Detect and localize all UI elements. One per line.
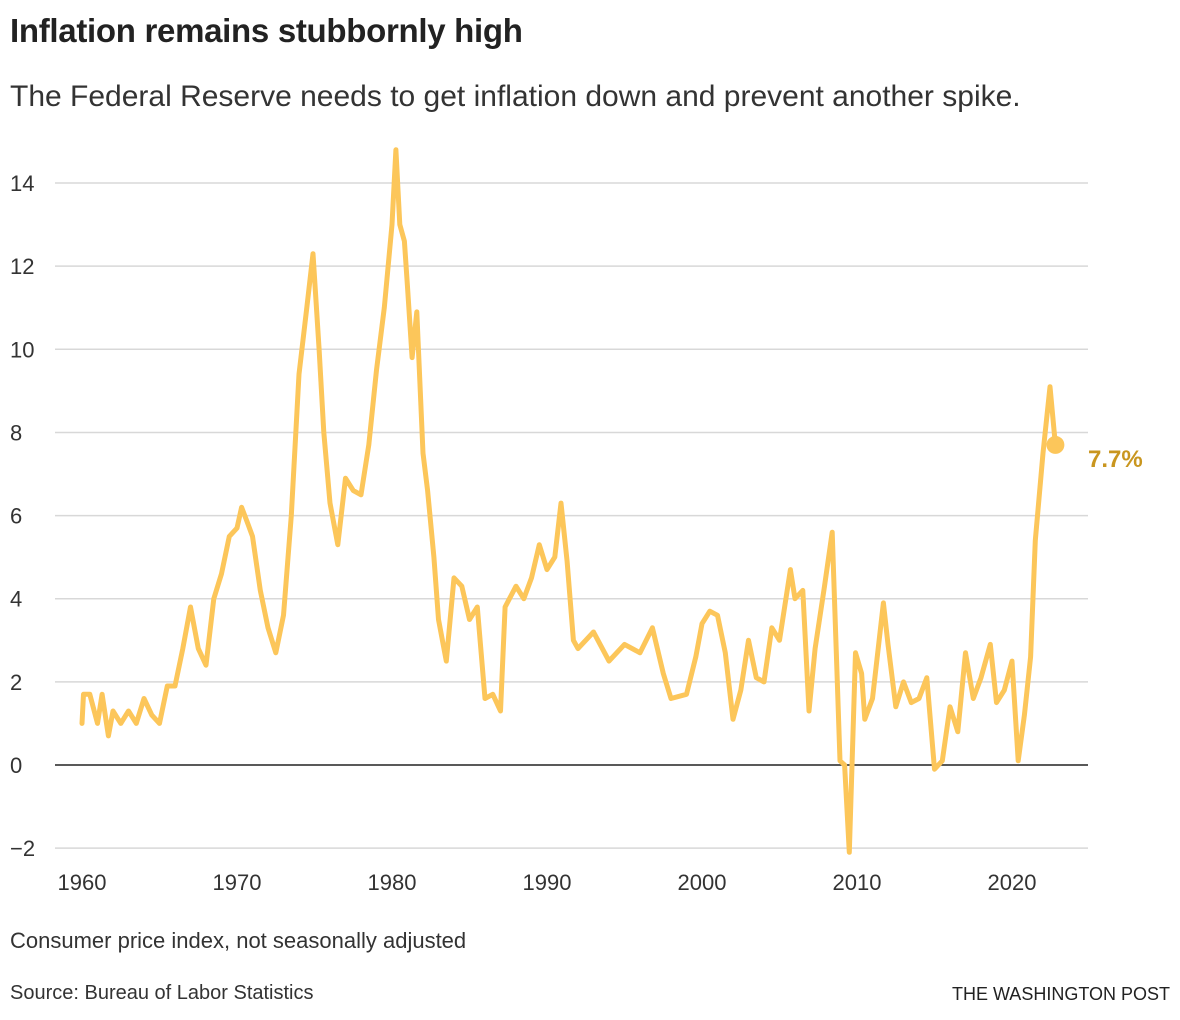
x-tick-label: 2010 <box>833 870 882 895</box>
x-tick-label: 2000 <box>678 870 727 895</box>
latest-value-label: 7.7% <box>1088 446 1143 473</box>
y-tick-label: 14 <box>10 171 34 196</box>
x-tick-label: 1960 <box>58 870 107 895</box>
chart-note: Consumer price index, not seasonally adj… <box>10 928 467 953</box>
x-tick-label: 1990 <box>523 870 572 895</box>
chart-subtitle: The Federal Reserve needs to get inflati… <box>10 80 1021 113</box>
chart-title: Inflation remains stubbornly high <box>10 12 523 49</box>
x-tick-label: 1970 <box>213 870 262 895</box>
publisher-credit: THE WASHINGTON POST <box>951 984 1170 1004</box>
series-line <box>79 147 1058 855</box>
y-tick-label: 0 <box>10 753 22 778</box>
line-chart: −2 0 2 4 6 8 10 12 14 1960 1970 1980 1990 2000 2010 20… <box>10 147 1143 895</box>
y-tick-label: 8 <box>10 420 22 445</box>
y-tick-label: 6 <box>10 504 22 529</box>
y-tick-label: 10 <box>10 337 34 362</box>
y-tick-label: 12 <box>10 254 34 279</box>
x-tick-label: 2020 <box>988 870 1037 895</box>
x-tick-label: 1980 <box>368 870 417 895</box>
y-tick-label: −2 <box>10 836 35 861</box>
source-text: Source: Bureau of Labor Statistics <box>10 982 314 1004</box>
latest-point-marker <box>1046 435 1065 454</box>
y-tick-label: 4 <box>10 587 22 612</box>
y-tick-label: 2 <box>10 670 22 695</box>
